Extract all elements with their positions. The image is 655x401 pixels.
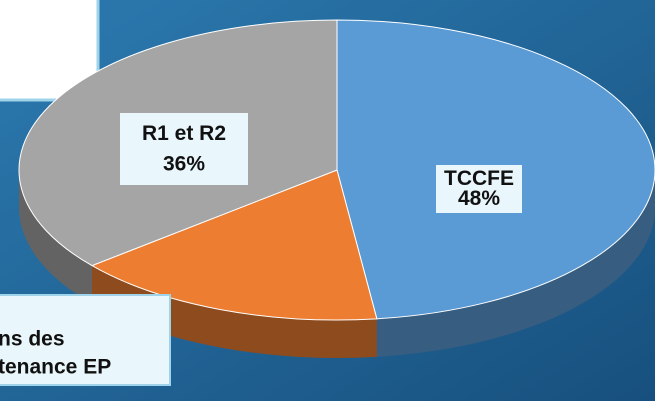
pie-side — [19, 170, 92, 304]
pie-side — [376, 170, 655, 357]
category-label: TCCFE — [444, 167, 514, 190]
pie-slice — [90, 169, 378, 321]
value-label: 48% — [458, 187, 500, 210]
value-label: 36% — [163, 152, 205, 175]
label-box — [120, 113, 248, 185]
annotation: tenance EP — [0, 356, 111, 379]
label-box — [0, 294, 171, 386]
label-box — [436, 165, 522, 213]
annotation: ns des — [0, 328, 65, 351]
category-label: R1 et R2 — [142, 122, 226, 145]
pie-side — [91, 265, 377, 359]
